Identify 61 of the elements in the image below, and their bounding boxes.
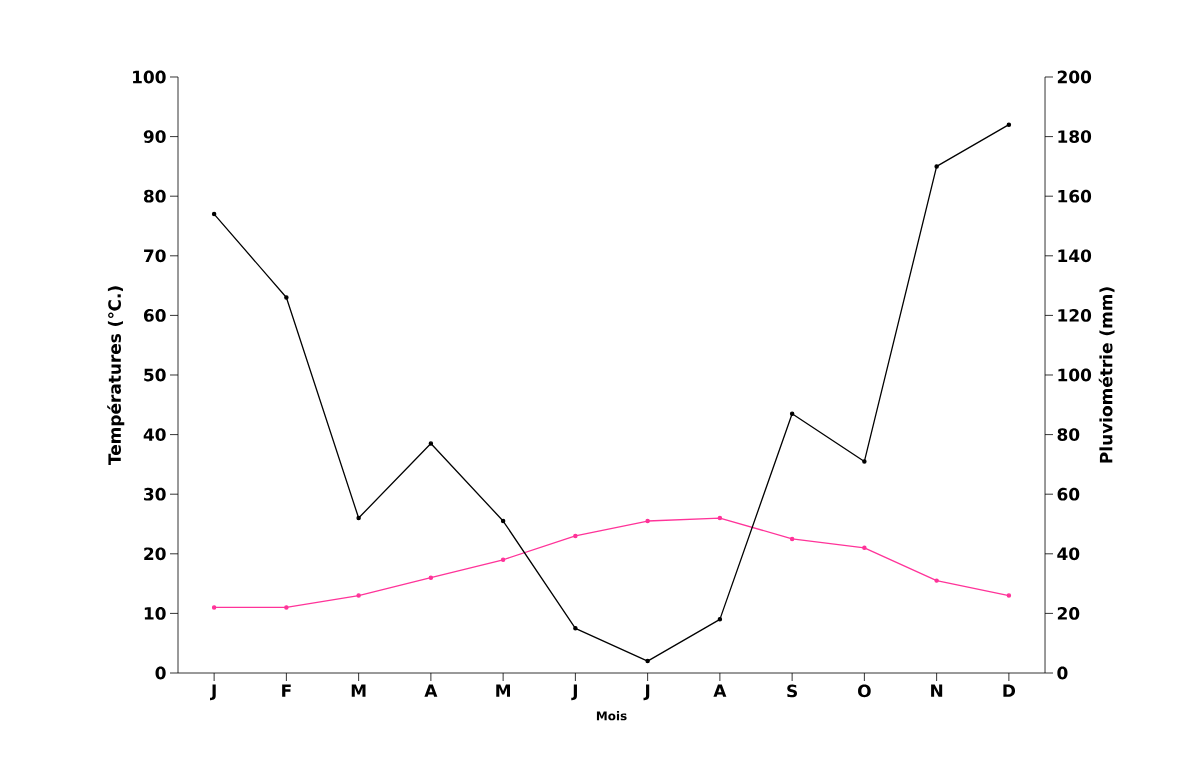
y2-tick-label: 0 bbox=[1057, 666, 1068, 680]
point bbox=[934, 164, 939, 169]
point bbox=[356, 515, 361, 521]
point bbox=[862, 545, 867, 551]
y-tick-label: 70 bbox=[144, 249, 166, 263]
point bbox=[284, 605, 289, 610]
x-tick-label: O bbox=[858, 684, 871, 698]
y2-axis-title: Pluviométrie (mm) bbox=[1098, 287, 1115, 463]
point bbox=[428, 441, 434, 446]
point bbox=[789, 536, 795, 542]
y-tick-label: 0 bbox=[155, 666, 166, 680]
point bbox=[211, 605, 217, 610]
x-tick-label: A bbox=[713, 684, 727, 697]
x-tick-label: A bbox=[424, 684, 438, 697]
y2-tick-label: 120 bbox=[1058, 308, 1092, 322]
y-tick-label: 100 bbox=[133, 70, 166, 84]
point bbox=[717, 617, 723, 622]
point bbox=[356, 593, 361, 598]
x-tick-label: M bbox=[351, 684, 366, 697]
y2-tick-label: 180 bbox=[1058, 130, 1092, 143]
point bbox=[645, 658, 650, 664]
y2-tick-label: 60 bbox=[1057, 487, 1080, 501]
y-axis-title: Températures (℃.) bbox=[107, 286, 125, 466]
x-tick-label: D bbox=[1003, 684, 1016, 697]
x-tick-label: M bbox=[496, 684, 510, 697]
y2-tick-label: 100 bbox=[1058, 368, 1092, 382]
point bbox=[862, 459, 867, 464]
x-tick-label: J bbox=[571, 684, 577, 701]
y2-tick-label: 40 bbox=[1057, 547, 1080, 561]
y2-tick-label: 80 bbox=[1057, 428, 1080, 441]
x-tick-label: F bbox=[282, 684, 291, 697]
point bbox=[1006, 122, 1012, 127]
point bbox=[645, 518, 650, 524]
y2-tick-label: 20 bbox=[1057, 606, 1080, 620]
point bbox=[789, 411, 795, 416]
x-tick-label: S bbox=[787, 684, 797, 698]
point bbox=[934, 578, 939, 583]
y-tick-label: 50 bbox=[144, 368, 166, 382]
point bbox=[717, 515, 723, 521]
point bbox=[1006, 593, 1012, 598]
y-tick-label: 80 bbox=[143, 189, 166, 203]
y2-tick-label: 160 bbox=[1058, 189, 1092, 203]
point bbox=[428, 575, 434, 580]
point bbox=[573, 533, 578, 539]
y-tick-label: 40 bbox=[143, 428, 166, 441]
y-tick-label: 20 bbox=[144, 547, 166, 561]
point bbox=[500, 518, 506, 524]
point bbox=[500, 557, 506, 562]
y-tick-label: 90 bbox=[143, 130, 166, 143]
point bbox=[284, 295, 289, 300]
x-tick-label: J bbox=[643, 684, 650, 701]
point bbox=[573, 626, 578, 631]
x-tick-label: N bbox=[931, 684, 943, 697]
x-tick-label: J bbox=[210, 684, 216, 701]
y-tick-label: 10 bbox=[144, 606, 166, 620]
x-axis-title: Mois bbox=[596, 711, 627, 721]
y-tick-label: 30 bbox=[144, 487, 166, 501]
y2-tick-label: 140 bbox=[1058, 249, 1092, 263]
point bbox=[211, 211, 217, 217]
y-tick-label: 60 bbox=[143, 308, 166, 322]
y2-tick-label: 200 bbox=[1057, 70, 1092, 84]
